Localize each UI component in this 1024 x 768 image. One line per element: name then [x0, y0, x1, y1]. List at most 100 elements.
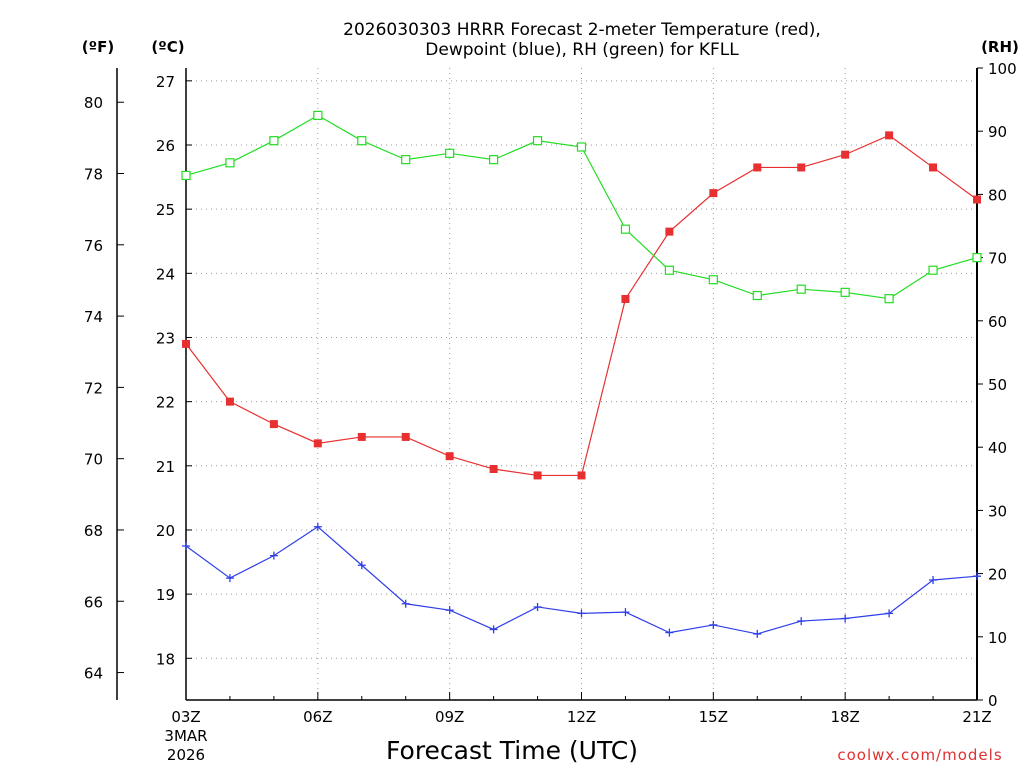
fahrenheit-tick-label: 72 [84, 379, 103, 397]
fahrenheit-tick-label: 70 [84, 451, 103, 469]
rh-point [445, 148, 455, 158]
fahrenheit-unit-label: (ºF) [82, 38, 114, 56]
temperature-point [753, 163, 762, 172]
rh-point [752, 290, 762, 301]
temperature-point [621, 294, 630, 303]
dewpoint-point [533, 602, 542, 611]
dewpoint-point [445, 606, 454, 615]
fahrenheit-tick-label: 74 [84, 308, 103, 326]
rh-tick-label: 60 [988, 313, 1007, 331]
rh-tick-label: 50 [988, 376, 1007, 394]
rh-tick-label: 90 [988, 123, 1007, 141]
dewpoint-point [313, 522, 322, 531]
rh-point [489, 155, 499, 165]
rh-tick-label: 0 [988, 692, 998, 710]
celsius-tick-label: 18 [156, 650, 175, 668]
dewpoint-point [225, 574, 234, 583]
temperature-series-line [185, 134, 978, 477]
chart-title-line2: Dewpoint (blue), RH (green) for KFLL [425, 40, 739, 60]
rh-tick-label: 70 [988, 250, 1007, 268]
celsius-tick-label: 25 [156, 201, 175, 219]
dewpoint-point [929, 576, 938, 585]
temperature-point [489, 465, 498, 474]
dewpoint-point [841, 614, 850, 623]
temperature-point [577, 471, 586, 480]
rh-point [840, 287, 850, 297]
dewpoint-point [665, 628, 674, 637]
temperature-point [182, 339, 190, 348]
rh-unit-label: (RH) [981, 38, 1019, 56]
x-tick-label: 12Z [567, 708, 596, 726]
rh-tick-label: 20 [988, 566, 1007, 584]
dewpoint-point [753, 629, 762, 638]
dewpoint-point [182, 542, 190, 551]
rh-point [928, 265, 938, 275]
rh-point [269, 136, 279, 146]
rh-point [225, 158, 235, 168]
x-tick-label: 03Z [171, 708, 200, 726]
rh-point [664, 265, 674, 275]
celsius-tick-label: 20 [156, 522, 175, 540]
dewpoint-point [797, 617, 806, 626]
rh-point [313, 110, 323, 121]
axes [116, 67, 983, 701]
temperature-point [665, 227, 674, 236]
rh-point [972, 253, 982, 263]
temperature-point [533, 471, 542, 480]
celsius-tick-label: 19 [156, 586, 175, 604]
temperature-point [269, 420, 278, 429]
temperature-point [401, 432, 410, 441]
dewpoint-point [489, 625, 498, 634]
rh-tick-label: 80 [988, 186, 1007, 204]
temperature-point [445, 452, 454, 461]
dewpoint-point [269, 551, 278, 560]
date-label-day: 3MAR [164, 727, 207, 745]
dewpoint-point [401, 599, 410, 608]
temperature-point [357, 432, 366, 441]
celsius-tick-label: 24 [156, 265, 175, 283]
dewpoint-series-line [185, 526, 978, 635]
celsius-unit-label: (ºC) [151, 38, 184, 56]
x-axis-title: Forecast Time (UTC) [386, 736, 638, 765]
rh-point [796, 284, 806, 294]
dewpoint-point [709, 620, 718, 629]
celsius-tick-label: 23 [156, 329, 175, 347]
rh-point [401, 155, 411, 165]
celsius-tick-label: 21 [156, 458, 175, 476]
date-label-year: 2026 [167, 746, 205, 764]
fahrenheit-tick-label: 64 [84, 665, 103, 683]
rh-point [708, 275, 718, 285]
temperature-point [841, 150, 850, 159]
x-tick-label: 15Z [699, 708, 728, 726]
dewpoint-point [357, 561, 366, 570]
tick-labels: 64 66 68 70 72 74 76 78 80 18 19 20 21 22 23 24 25 26 27 0 1… [84, 60, 1017, 726]
temperature-point [709, 189, 718, 198]
x-tick-label: 06Z [303, 708, 332, 726]
rh-point [357, 136, 367, 146]
dewpoint-point [885, 609, 894, 618]
temperature-point [929, 163, 938, 172]
rh-tick-label: 100 [988, 60, 1017, 78]
rh-point [620, 224, 631, 234]
chart-title-line1: 2026030303 HRRR Forecast 2-meter Tempera… [343, 20, 821, 40]
rh-point [532, 136, 543, 146]
dewpoint-point [973, 572, 981, 581]
fahrenheit-tick-label: 78 [84, 166, 103, 184]
x-tick-label: 21Z [962, 708, 991, 726]
rh-tick-label: 40 [988, 439, 1007, 457]
celsius-tick-label: 26 [156, 137, 175, 155]
fahrenheit-tick-label: 80 [84, 94, 103, 112]
rh-point [181, 170, 191, 181]
dewpoint-point [577, 609, 586, 618]
dewpoint-point [621, 608, 630, 617]
fahrenheit-tick-label: 68 [84, 522, 103, 540]
rh-point [884, 294, 894, 304]
temperature-point [973, 195, 981, 204]
temperature-point [885, 131, 894, 140]
rh-tick-label: 30 [988, 502, 1007, 520]
plot-area [181, 110, 982, 638]
rh-tick-label: 10 [988, 629, 1007, 647]
temperature-point [225, 397, 234, 406]
celsius-tick-label: 27 [156, 73, 175, 91]
celsius-tick-label: 22 [156, 394, 175, 412]
